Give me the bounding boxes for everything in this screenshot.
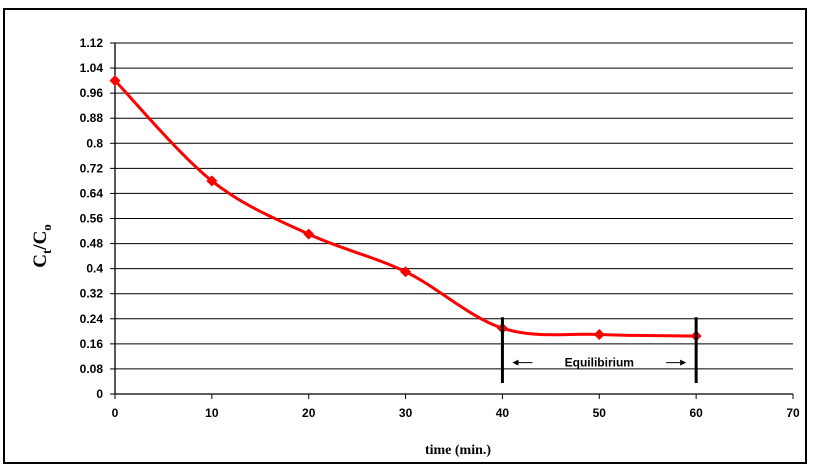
- x-tick-label: 60: [689, 406, 703, 420]
- x-tick-label: 40: [496, 406, 510, 420]
- x-axis-title: time (min.): [425, 443, 491, 458]
- y-tick-label: 0.64: [80, 186, 104, 200]
- equilibrium-annotation: Equilibirium: [500, 317, 698, 384]
- y-tick-label: 1.04: [80, 61, 104, 75]
- x-tick-label: 50: [593, 406, 607, 420]
- y-tick-label: 0.16: [80, 337, 104, 351]
- right-arrow-head: [680, 359, 687, 366]
- data-point: [109, 75, 121, 87]
- x-tick-labels: 0 10 20 30 40 50 60 70: [112, 406, 800, 420]
- y-tick-labels: 0 0.08 0.16 0.24 0.32 0.4 0.48 0.56 0.64 0.72 0.8 0…: [80, 36, 104, 401]
- y-axis-title-sub2: o: [39, 224, 54, 231]
- y-tick-label: 0.8: [86, 136, 103, 150]
- x-tick-label: 0: [112, 406, 119, 420]
- y-axis-title: Ct/Co: [30, 224, 54, 268]
- chart-frame: [3, 8, 807, 464]
- x-tick-label: 30: [399, 406, 413, 420]
- y-axis-title-sub1: t: [39, 249, 54, 254]
- y-axis-title-main: C: [30, 254, 51, 268]
- series-line: [113, 79, 697, 338]
- y-tick-label: 0: [96, 387, 103, 401]
- axes: [110, 42, 794, 399]
- y-tick-label: 0.32: [80, 287, 104, 301]
- y-tick-label: 1.12: [80, 36, 104, 50]
- x-tick-label: 10: [205, 406, 219, 420]
- y-tick-label: 0.08: [80, 362, 104, 376]
- y-tick-label: 0.72: [80, 161, 104, 175]
- equilibrium-label: Equilibirium: [565, 356, 634, 370]
- left-arrow-head: [512, 359, 519, 366]
- y-tick-label: 0.88: [80, 111, 104, 125]
- data-point: [303, 228, 315, 240]
- y-tick-label: 0.4: [86, 262, 103, 276]
- series: [109, 75, 702, 342]
- x-tick-label: 70: [786, 406, 800, 420]
- y-tick-label: 0.56: [80, 212, 104, 226]
- data-point: [400, 266, 412, 278]
- data-point: [593, 328, 605, 340]
- y-axis-title-mid: /C: [30, 231, 51, 251]
- data-point: [206, 175, 218, 187]
- y-tick-label: 0.96: [80, 86, 104, 100]
- y-tick-label: 0.48: [80, 237, 104, 251]
- y-tick-label: 0.24: [80, 312, 104, 326]
- x-tick-label: 20: [302, 406, 316, 420]
- gridlines: [115, 42, 793, 370]
